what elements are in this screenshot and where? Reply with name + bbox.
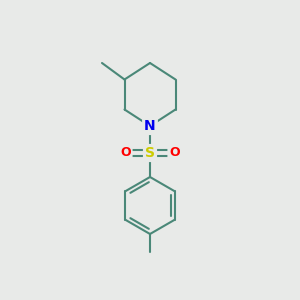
Text: S: S — [145, 146, 155, 160]
Text: O: O — [120, 146, 131, 160]
Text: N: N — [144, 119, 156, 133]
Text: O: O — [169, 146, 180, 160]
